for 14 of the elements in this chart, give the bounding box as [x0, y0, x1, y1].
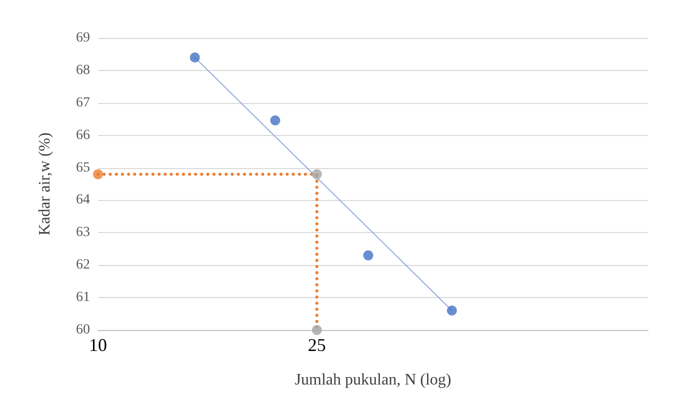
- y-tick-label: 65: [76, 160, 90, 176]
- y-tick-label: 64: [76, 192, 90, 208]
- y-tick-label: 66: [76, 128, 90, 143]
- y-tick-label: 63: [76, 225, 90, 240]
- y-tick-label: 68: [76, 62, 90, 78]
- y-axis-title: Kadar air,w (%): [36, 132, 54, 236]
- y-tick-label: 60: [76, 322, 90, 338]
- y-tick-label: 61: [76, 290, 90, 306]
- x-tick-label: 25: [308, 335, 326, 355]
- y-tick-label: 62: [76, 258, 90, 273]
- y-tick-label: 69: [76, 30, 90, 46]
- x-axis-title: Jumlah pukulan, N (log): [294, 372, 452, 388]
- x-tick-label: 10: [89, 335, 107, 355]
- y-tick-label: 67: [76, 95, 90, 110]
